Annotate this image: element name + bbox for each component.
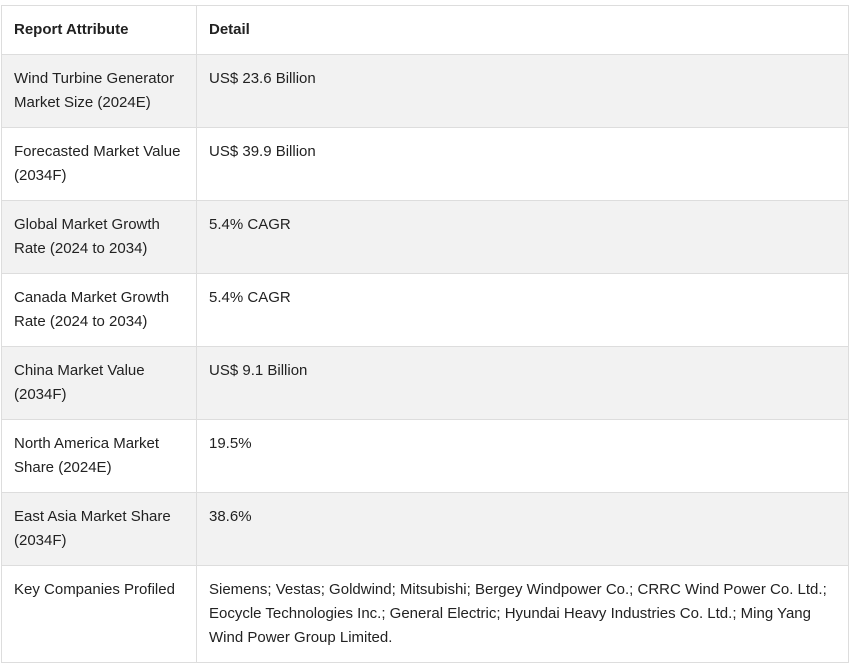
table-row: Wind Turbine Generator Market Size (2024… xyxy=(1,54,849,128)
detail-cell: 38.6% xyxy=(196,492,849,566)
attribute-cell: Key Companies Profiled xyxy=(1,565,197,663)
table-header-row: Report Attribute Detail xyxy=(1,5,849,55)
detail-cell: 5.4% CAGR xyxy=(196,200,849,274)
report-table-container: Report Attribute Detail Wind Turbine Gen… xyxy=(1,5,849,663)
detail-cell: 19.5% xyxy=(196,419,849,493)
table-row: Forecasted Market Value (2034F) US$ 39.9… xyxy=(1,127,849,201)
detail-cell: US$ 9.1 Billion xyxy=(196,346,849,420)
detail-cell: 5.4% CAGR xyxy=(196,273,849,347)
detail-cell: US$ 23.6 Billion xyxy=(196,54,849,128)
report-attributes-table: Report Attribute Detail Wind Turbine Gen… xyxy=(1,5,849,663)
attribute-cell: Forecasted Market Value (2034F) xyxy=(1,127,197,201)
table-row: East Asia Market Share (2034F) 38.6% xyxy=(1,492,849,566)
attribute-cell: East Asia Market Share (2034F) xyxy=(1,492,197,566)
attribute-cell: Global Market Growth Rate (2024 to 2034) xyxy=(1,200,197,274)
attribute-cell: Canada Market Growth Rate (2024 to 2034) xyxy=(1,273,197,347)
attribute-cell: North America Market Share (2024E) xyxy=(1,419,197,493)
detail-cell: US$ 39.9 Billion xyxy=(196,127,849,201)
attribute-cell: Wind Turbine Generator Market Size (2024… xyxy=(1,54,197,128)
table-row: Canada Market Growth Rate (2024 to 2034)… xyxy=(1,273,849,347)
header-report-attribute: Report Attribute xyxy=(1,5,197,55)
attribute-cell: China Market Value (2034F) xyxy=(1,346,197,420)
table-row: Key Companies Profiled Siemens; Vestas; … xyxy=(1,565,849,663)
table-row: China Market Value (2034F) US$ 9.1 Billi… xyxy=(1,346,849,420)
table-row: North America Market Share (2024E) 19.5% xyxy=(1,419,849,493)
header-detail: Detail xyxy=(196,5,849,55)
detail-cell: Siemens; Vestas; Goldwind; Mitsubishi; B… xyxy=(196,565,849,663)
table-row: Global Market Growth Rate (2024 to 2034)… xyxy=(1,200,849,274)
